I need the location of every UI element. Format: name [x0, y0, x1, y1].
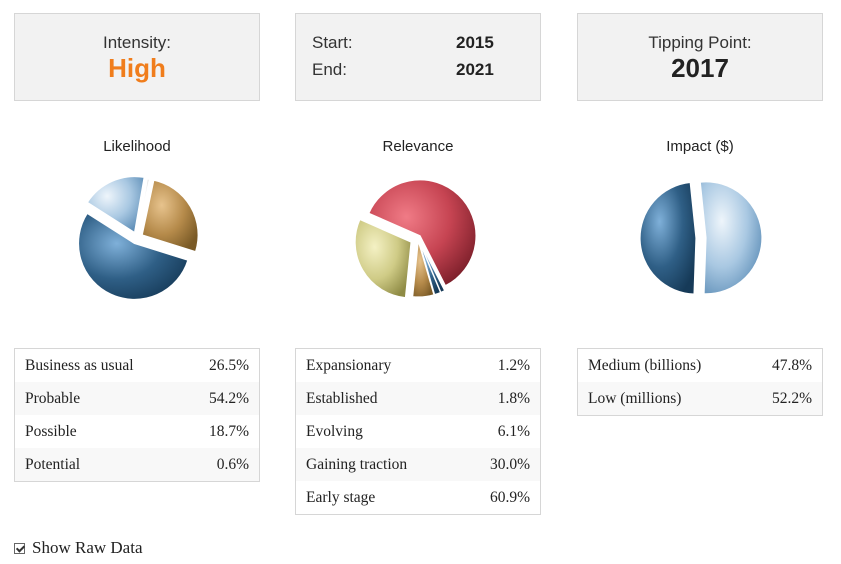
- row-value: 30.0%: [489, 455, 530, 473]
- start-label: Start:: [312, 33, 353, 52]
- row-value: 47.8%: [771, 356, 812, 374]
- row-label: Early stage: [306, 488, 376, 506]
- start-value: 2015: [456, 33, 494, 52]
- intensity-label: Intensity:: [102, 33, 172, 52]
- table-row: Early stage 60.9%: [296, 481, 540, 514]
- table-row: Business as usual 26.5%: [15, 349, 259, 382]
- row-value: 1.2%: [497, 356, 530, 374]
- show-raw-data-checkbox[interactable]: Show Raw Data: [14, 538, 142, 558]
- row-label: Business as usual: [25, 356, 134, 374]
- row-value: 54.2%: [208, 389, 249, 407]
- pie-slice[interactable]: [86, 175, 145, 234]
- intensity-value: High: [108, 53, 166, 83]
- table-row: Probable 54.2%: [15, 382, 259, 415]
- impact-table: Medium (billions) 47.8% Low (millions) 52.2…: [577, 348, 823, 416]
- row-label: Established: [306, 389, 378, 407]
- row-value: 0.6%: [216, 455, 249, 473]
- table-row: Established 1.8%: [296, 382, 540, 415]
- row-label: Potential: [25, 455, 81, 473]
- row-value: 52.2%: [771, 389, 812, 407]
- pie-slice[interactable]: [141, 179, 199, 253]
- table-row: Potential 0.6%: [15, 448, 259, 481]
- pie-slice[interactable]: [77, 212, 189, 300]
- row-value: 1.8%: [497, 389, 530, 407]
- likelihood-table: Business as usual 26.5% Probable 54.2% Possi…: [14, 348, 260, 482]
- row-label: Possible: [25, 422, 77, 440]
- row-value: 60.9%: [489, 488, 530, 506]
- row-label: Probable: [25, 389, 81, 407]
- row-value: 26.5%: [208, 356, 249, 374]
- tipping-point-label: Tipping Point:: [648, 33, 752, 52]
- row-label: Evolving: [306, 422, 363, 440]
- row-value: 6.1%: [497, 422, 530, 440]
- row-label: Low (millions): [588, 389, 682, 407]
- impact-pie-chart: [639, 181, 763, 295]
- table-row: Low (millions) 52.2%: [578, 382, 822, 415]
- pie-slice[interactable]: [411, 240, 435, 298]
- table-row: Possible 18.7%: [15, 415, 259, 448]
- checkbox-check-icon[interactable]: [14, 542, 25, 554]
- pie-slice[interactable]: [137, 178, 151, 235]
- year-range-card: Start: 2015 End: 2021: [295, 13, 541, 101]
- relevance-chart-title: Relevance: [382, 138, 454, 155]
- pie-slice[interactable]: [368, 179, 477, 287]
- end-value: 2021: [456, 60, 494, 79]
- pie-slice[interactable]: [699, 181, 763, 295]
- table-row: Expansionary 1.2%: [296, 349, 540, 382]
- row-label: Gaining traction: [306, 455, 408, 473]
- row-value: 18.7%: [208, 422, 249, 440]
- pie-slice[interactable]: [418, 240, 442, 296]
- table-row: Medium (billions) 47.8%: [578, 349, 822, 382]
- pie-slice[interactable]: [639, 181, 697, 295]
- tipping-point-value: 2017: [671, 53, 729, 83]
- relevance-table: Expansionary 1.2% Established 1.8% Evolving 6…: [295, 348, 541, 515]
- likelihood-pie-chart: [77, 175, 199, 300]
- likelihood-chart-title: Likelihood: [103, 138, 171, 155]
- tipping-point-card: Tipping Point: 2017: [577, 13, 823, 101]
- impact-chart-title: Impact ($): [666, 138, 734, 155]
- show-raw-data-label: Show Raw Data: [32, 538, 143, 557]
- pie-slice[interactable]: [354, 218, 412, 299]
- table-row: Evolving 6.1%: [296, 415, 540, 448]
- relevance-pie-chart: [354, 179, 477, 299]
- row-label: Medium (billions): [588, 356, 702, 374]
- end-label: End:: [312, 60, 347, 79]
- intensity-card: Intensity: High: [14, 13, 260, 101]
- row-label: Expansionary: [306, 356, 392, 374]
- table-row: Gaining traction 30.0%: [296, 448, 540, 481]
